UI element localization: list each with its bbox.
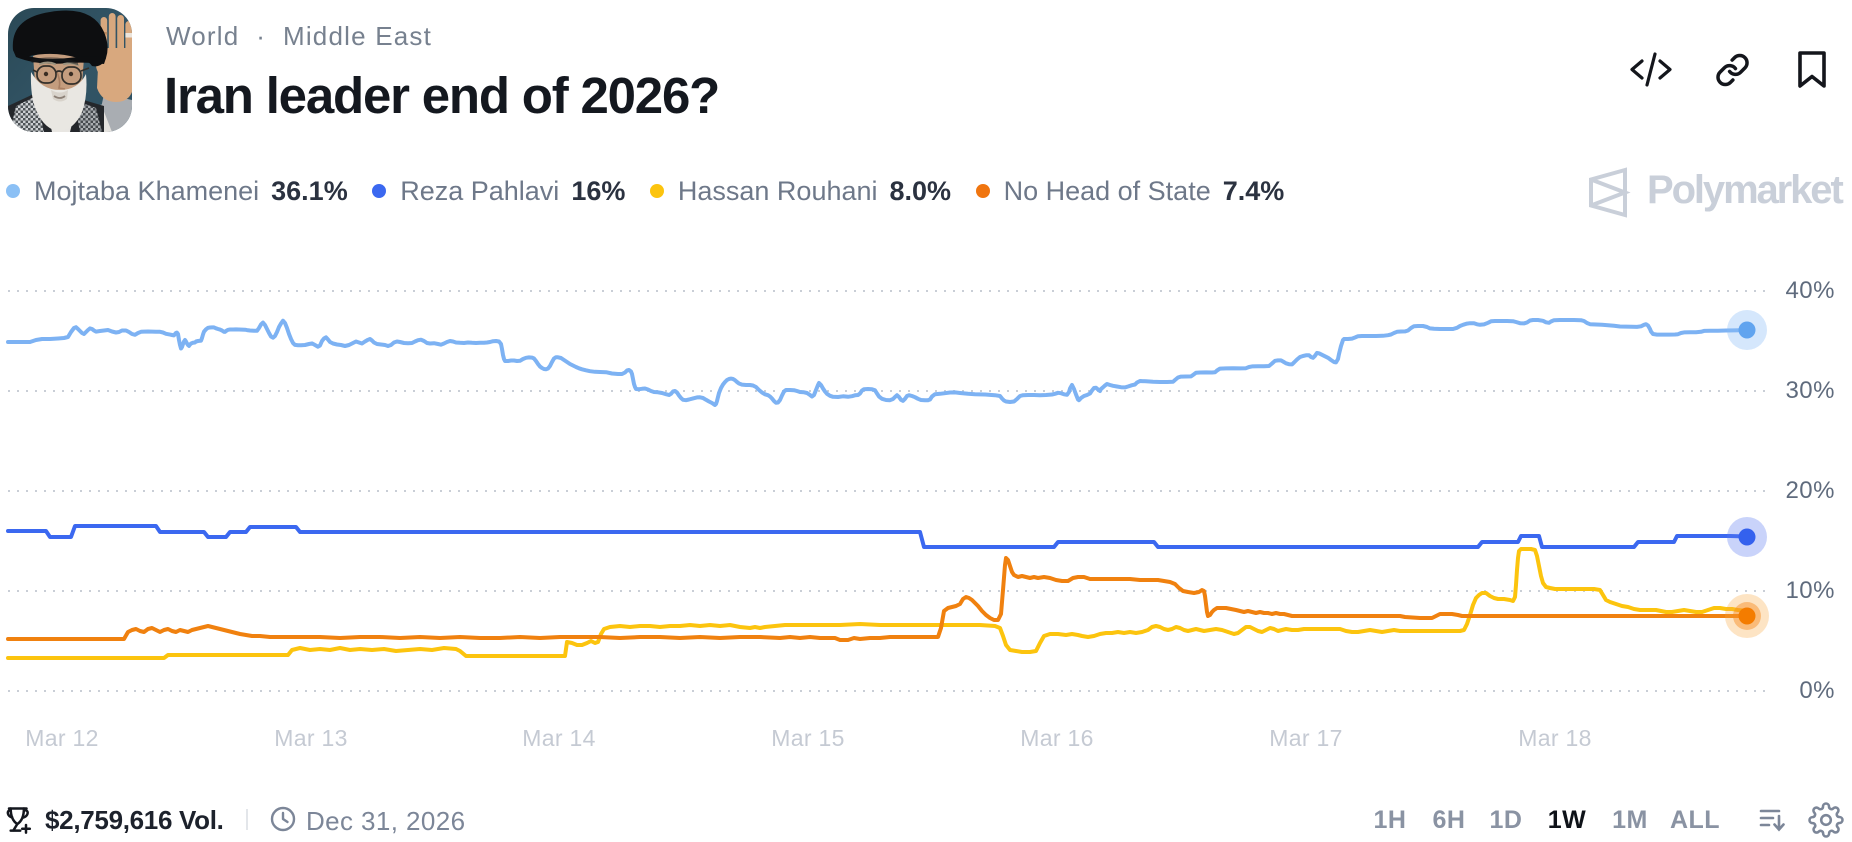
svg-text:10%: 10%	[1785, 577, 1835, 604]
svg-text:20%: 20%	[1785, 477, 1835, 504]
svg-text:Mar 15: Mar 15	[771, 725, 844, 751]
svg-text:30%: 30%	[1785, 377, 1835, 404]
svg-text:Mar 13: Mar 13	[274, 725, 347, 751]
svg-text:Mar 18: Mar 18	[1518, 725, 1591, 751]
svg-text:Mar 14: Mar 14	[522, 725, 595, 751]
svg-text:Mar 16: Mar 16	[1020, 725, 1093, 751]
svg-text:0%: 0%	[1799, 677, 1835, 704]
svg-text:40%: 40%	[1785, 277, 1835, 304]
svg-text:Mar 17: Mar 17	[1269, 725, 1342, 751]
svg-text:Mar 12: Mar 12	[25, 725, 98, 751]
